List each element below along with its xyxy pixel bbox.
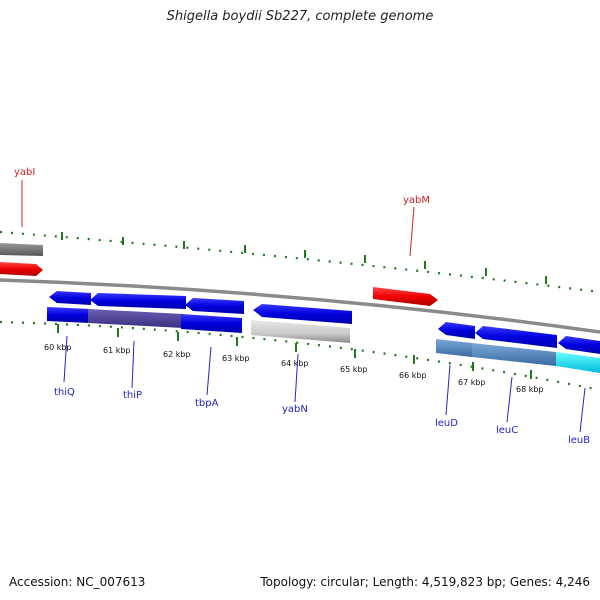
- label-leader-lines: [21, 180, 586, 433]
- gene-arrow-thiQ: [49, 291, 91, 305]
- outer-major-ticks: [61, 232, 547, 284]
- tick-label: 62 kbp: [163, 350, 191, 359]
- gene-arrow-yabN: [253, 304, 352, 324]
- feature-grey-left: [0, 243, 43, 256]
- product-box-leuD: [436, 339, 472, 357]
- genome-backbone: [0, 278, 600, 334]
- gene-arrow-leuD: [438, 322, 475, 339]
- gene-label-leuC: leuC: [496, 425, 518, 436]
- gene-arrow-yabM: [373, 287, 438, 306]
- gene-arrow-leuB: [558, 336, 600, 354]
- map-title: Shigella boydii Sb227, complete genome: [166, 9, 434, 24]
- gene-label-leuD: leuD: [435, 418, 458, 429]
- gene-label-tbpA: tbpA: [195, 398, 219, 409]
- product-box-leuC: [472, 343, 556, 366]
- tick-label: 64 kbp: [281, 359, 309, 368]
- product-box-tbpA: [181, 314, 242, 333]
- gene-label-leuB: leuB: [568, 435, 590, 446]
- genome-summary-text: Topology: circular; Length: 4,519,823 bp…: [260, 575, 590, 589]
- inner-major-ticks: [57, 324, 532, 379]
- gene-arrow-tbpA: [185, 298, 244, 314]
- tick-label: 63 kbp: [222, 354, 250, 363]
- tick-label: 68 kbp: [516, 385, 544, 394]
- tick-label: 67 kbp: [458, 378, 486, 387]
- gene-label-thiP: thiP: [123, 390, 142, 401]
- outer-scale-arc: [0, 230, 600, 294]
- product-box-thiP: [88, 309, 183, 328]
- tick-label: 66 kbp: [399, 371, 427, 380]
- accession-text: Accession: NC_007613: [9, 575, 146, 589]
- tick-label: 60 kbp: [44, 343, 72, 352]
- gene-arrow-yabI: [0, 262, 43, 276]
- gene-arrow-thiP: [90, 293, 186, 309]
- gene-label-thiQ: thiQ: [54, 387, 75, 398]
- gene-label-yabN: yabN: [282, 404, 308, 415]
- product-box-thiQ: [47, 307, 90, 323]
- product-box-yabN: [251, 320, 350, 343]
- tick-label: 61 kbp: [103, 346, 131, 355]
- gene-label-yabM: yabM: [403, 195, 430, 206]
- gene-label-yabI: yabI: [14, 167, 35, 178]
- gene-arrow-leuC: [475, 326, 557, 348]
- tick-label: 65 kbp: [340, 365, 368, 374]
- product-box-leuB: [556, 352, 600, 373]
